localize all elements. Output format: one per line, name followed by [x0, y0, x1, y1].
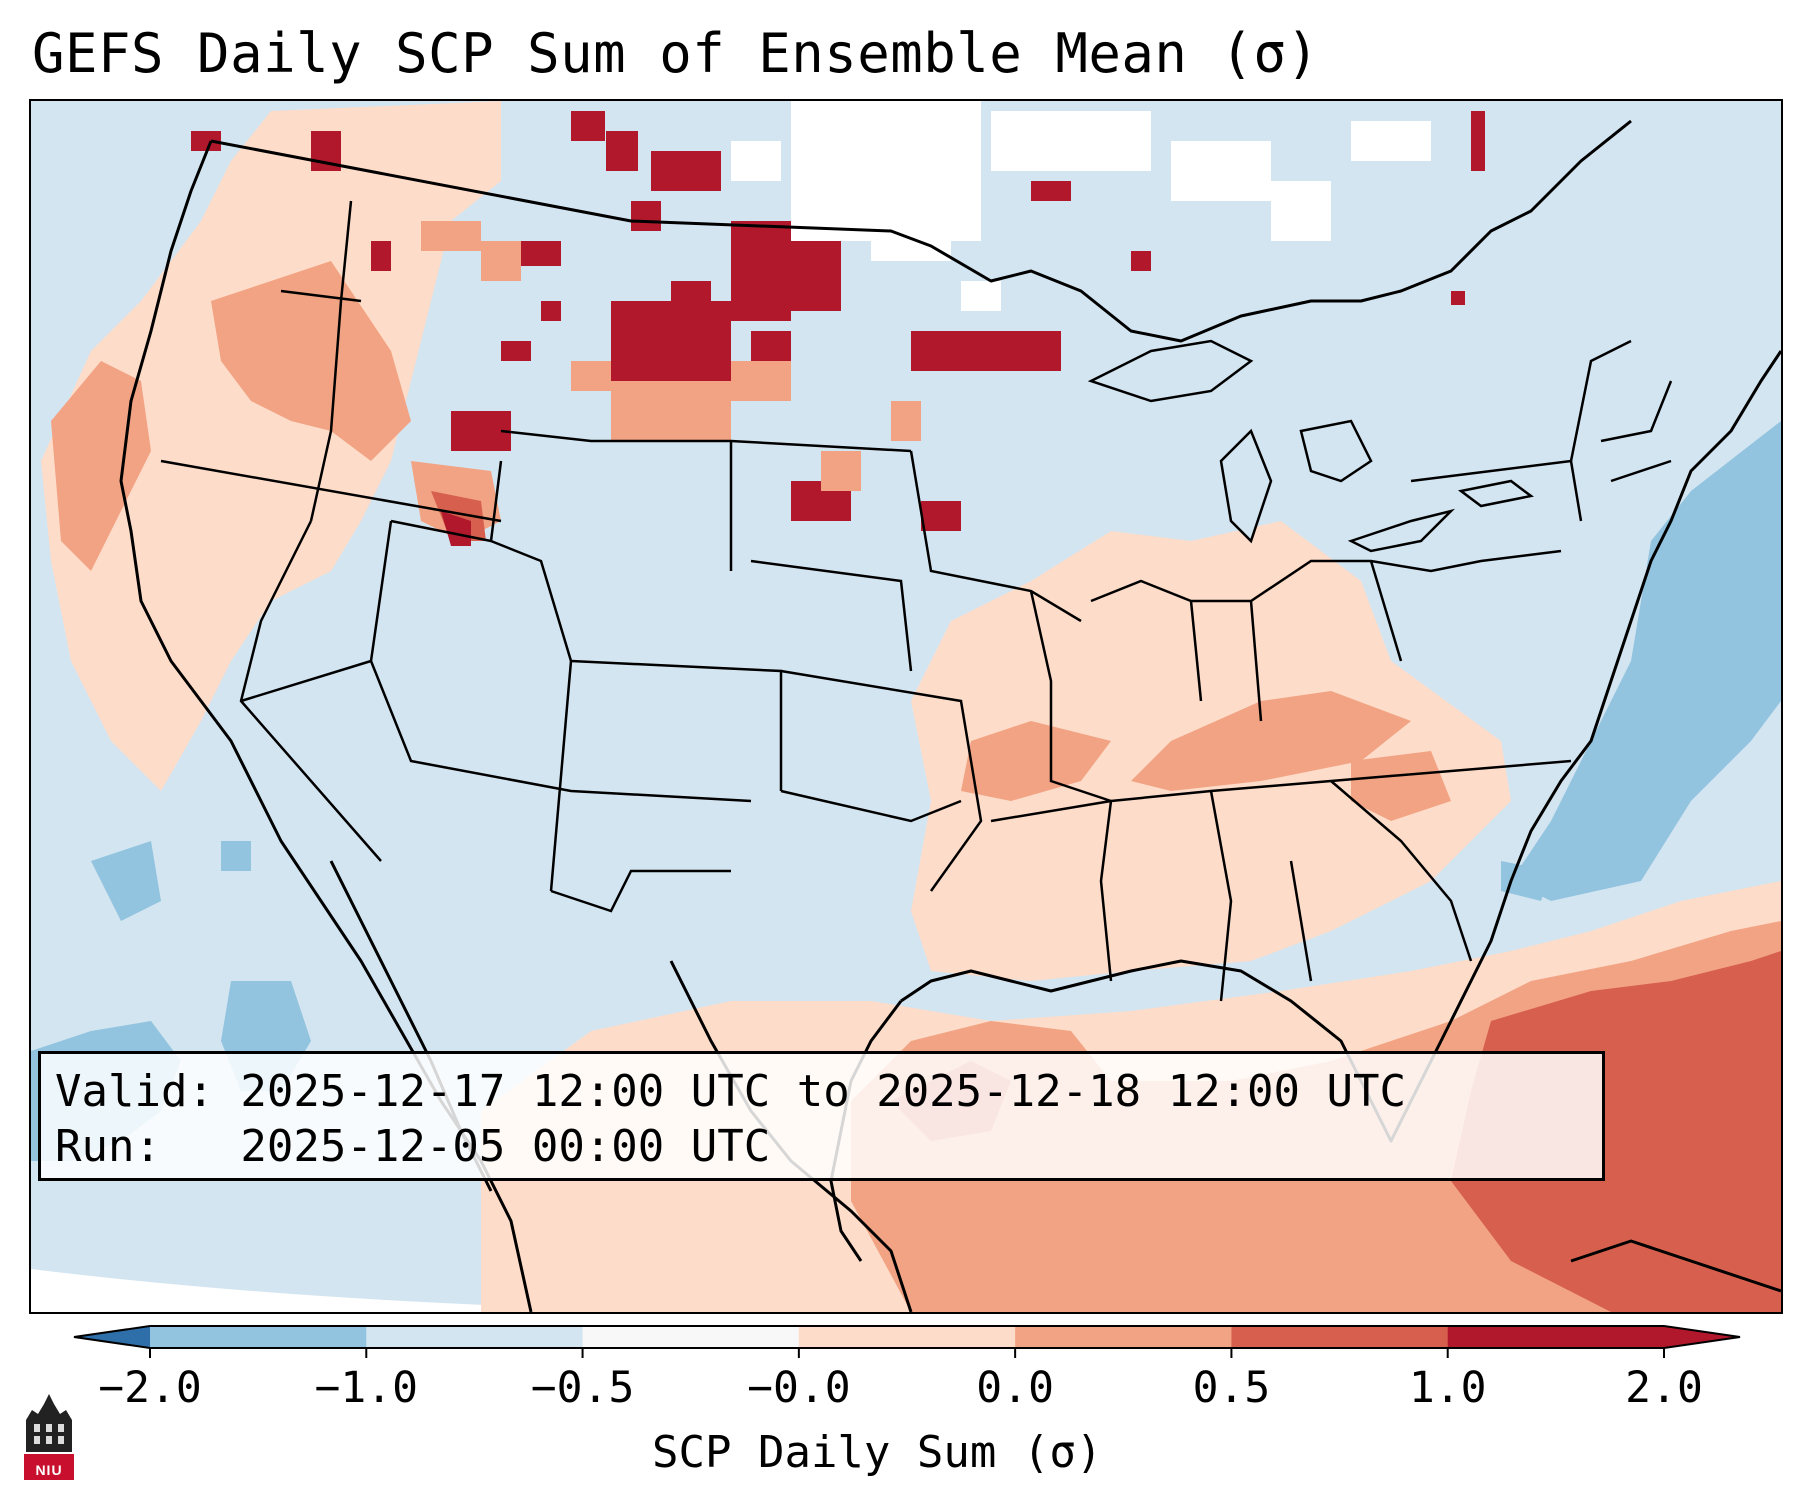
colorbar-segment [1015, 1326, 1232, 1348]
colorbar-segment [582, 1326, 800, 1348]
chart-title: GEFS Daily SCP Sum of Ensemble Mean (σ) [32, 22, 1320, 85]
colorbar-segment [798, 1326, 1016, 1348]
anomaly-area-western-atlantic [1511, 421, 1781, 901]
colorbar-segment [150, 1326, 367, 1348]
valid-time-text: Valid: 2025-12-17 12:00 UTC to 2025-12-1… [55, 1066, 1407, 1117]
colorbar-extend-high [1664, 1326, 1740, 1348]
colorbar-segment [1447, 1326, 1665, 1348]
colorbar-segment [366, 1326, 584, 1348]
anomaly-area-southeast-gulf [1451, 951, 1781, 1312]
colorbar-tick-label: −2.0 [98, 1363, 202, 1413]
colorbar-tick-label: −0.5 [530, 1363, 635, 1413]
colorbar [73, 1325, 1741, 1358]
great-lakes [1087, 339, 1534, 553]
anomaly-area-pacific-northwest [41, 101, 501, 791]
run-time-text: Run: 2025-12-05 00:00 UTC [55, 1121, 771, 1172]
colorbar-extend-low [74, 1326, 150, 1348]
anomaly-area-pacific-northwest [51, 361, 151, 571]
anomaly-area-pacific-northwest [211, 261, 411, 461]
colorbar-tick-label: 0.5 [1192, 1363, 1271, 1413]
colorbar-tick-label: −0.0 [747, 1363, 851, 1413]
anomaly-area-ohio-valley [1131, 691, 1411, 791]
anomaly-area-arklatex [961, 721, 1111, 801]
colorbar-tick-label: −1.0 [314, 1363, 419, 1413]
state-lines [160, 200, 1673, 1002]
anomaly-area-eastern-pacific [221, 841, 251, 871]
anomaly-cells-northern-plains-light [421, 221, 921, 491]
anomaly-cells-northern-plains [191, 111, 1485, 531]
colorbar-tick-label: 1.0 [1408, 1363, 1487, 1413]
niu-logo: NIU [20, 1390, 78, 1486]
logo-text: NIU [35, 1462, 63, 1478]
logo-icon [24, 1394, 74, 1480]
colorbar-outline [73, 1325, 1741, 1349]
anomaly-area-idaho [431, 491, 486, 541]
colorbar-tick-label: 0.0 [976, 1363, 1054, 1413]
anomaly-area-carolinas [1351, 751, 1451, 821]
anomaly-area-idaho [441, 511, 471, 546]
colorbar-label: SCP Daily Sum (σ) [652, 1427, 1103, 1478]
near-zero-patches-canada [731, 101, 1431, 311]
colorbar-segment [1231, 1326, 1449, 1348]
valid-time-box: Valid: 2025-12-17 12:00 UTC to 2025-12-1… [38, 1051, 1605, 1181]
anomaly-area-eastern-pacific [91, 841, 161, 921]
projection-edge [31, 1269, 731, 1312]
colorbar-tick-label: 2.0 [1625, 1363, 1703, 1413]
